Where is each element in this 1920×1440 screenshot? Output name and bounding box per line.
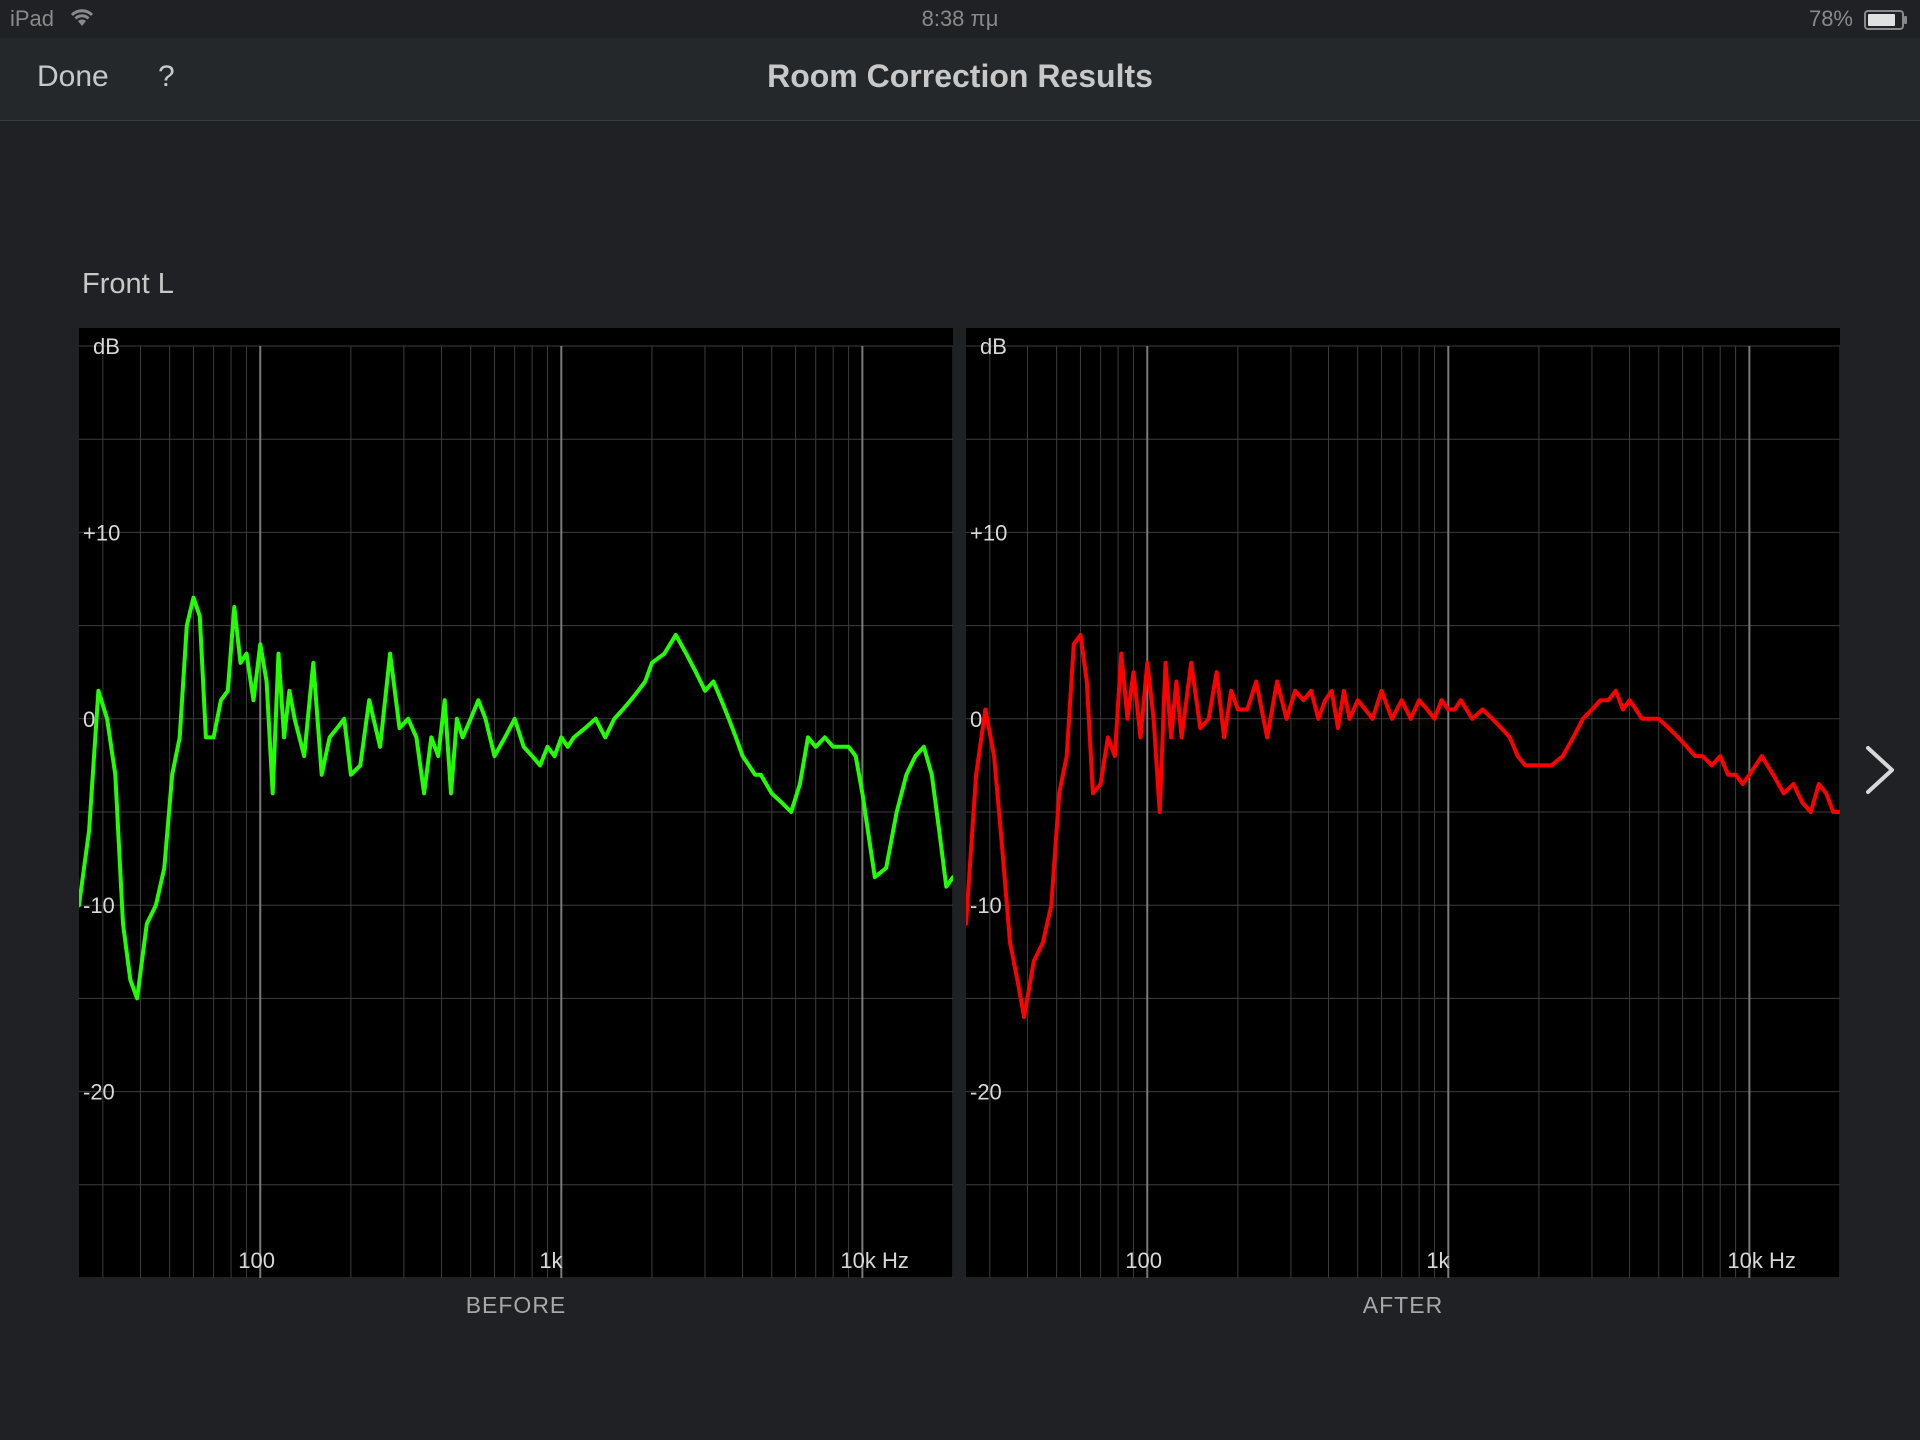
y-axis-label: dB: [93, 334, 120, 359]
carrier-label: iPad: [10, 6, 55, 31]
battery-percentage: 78%: [1808, 6, 1853, 31]
x-tick-label: 100: [1125, 1248, 1162, 1273]
channel-label: Front L: [82, 268, 174, 300]
x-tick-label: 10k Hz: [840, 1248, 908, 1273]
x-tick-label: 100: [238, 1248, 275, 1273]
after-caption: AFTER: [1362, 1292, 1444, 1318]
status-bar: iPad 8:38 πμ 78%: [0, 0, 1920, 38]
y-tick-label: -20: [970, 1080, 1002, 1105]
x-tick-label: 10k Hz: [1727, 1248, 1795, 1273]
before-caption: BEFORE: [465, 1292, 567, 1318]
before-chart-panel: dB +10 0 -10 -20 100 1k 10k Hz: [79, 328, 953, 1278]
y-tick-label: -10: [970, 893, 1002, 918]
y-tick-label: -20: [83, 1080, 115, 1105]
status-time: 8:38 πμ: [921, 6, 999, 31]
y-tick-label: 0: [83, 707, 95, 732]
y-axis-label: dB: [980, 334, 1007, 359]
series-line: [966, 632, 1840, 1019]
page-title: Room Correction Results: [767, 58, 1153, 94]
x-tick-label: 1k: [539, 1248, 563, 1273]
after-chart: dB +10 0 -10 -20 100 1k 10k Hz: [966, 334, 1840, 1278]
y-tick-label: 0: [970, 707, 982, 732]
before-chart: dB +10 0 -10 -20 100 1k 10k Hz: [79, 334, 953, 1278]
done-button[interactable]: Done: [37, 60, 109, 93]
chevron-right-icon[interactable]: [1862, 742, 1898, 798]
y-tick-label: +10: [83, 520, 120, 545]
navigation-bar: Done ? Room Correction Results: [0, 38, 1920, 121]
help-button[interactable]: ?: [158, 60, 175, 93]
after-chart-panel: dB +10 0 -10 -20 100 1k 10k Hz: [966, 328, 1840, 1278]
series-line: [79, 595, 953, 1001]
x-tick-label: 1k: [1426, 1248, 1450, 1273]
battery-icon: [1864, 10, 1907, 30]
y-tick-label: +10: [970, 520, 1007, 545]
y-tick-label: -10: [83, 893, 115, 918]
wifi-icon: [70, 9, 94, 26]
